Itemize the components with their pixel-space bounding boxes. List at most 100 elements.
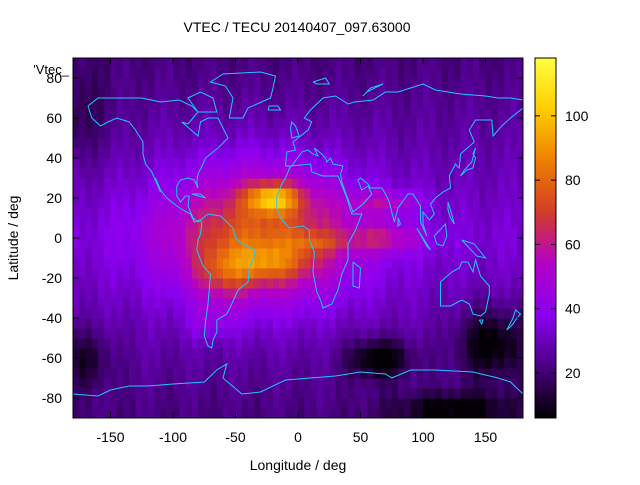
heatmap-cell <box>266 408 274 419</box>
heatmap-cell <box>379 208 386 219</box>
heatmap-cell <box>116 328 124 339</box>
heatmap-cell <box>485 328 493 339</box>
heatmap-cell <box>248 168 255 179</box>
heatmap-cell <box>210 138 218 149</box>
heatmap-cell <box>98 198 105 209</box>
heatmap-cell <box>260 58 268 69</box>
heatmap-cell <box>435 78 443 89</box>
heatmap-cell <box>498 268 505 279</box>
heatmap-cell <box>98 88 105 99</box>
heatmap-cell <box>148 128 155 139</box>
heatmap-cell <box>254 218 261 229</box>
heatmap-cell <box>198 158 205 169</box>
heatmap-cell <box>516 338 524 349</box>
heatmap-cell <box>260 218 268 229</box>
heatmap-cell <box>441 348 449 359</box>
heatmap-cell <box>154 368 161 379</box>
heatmap-cell <box>310 68 318 79</box>
heatmap-cell <box>335 108 343 119</box>
heatmap-cell <box>248 368 255 379</box>
heatmap-cell <box>298 298 305 309</box>
heatmap-cell <box>141 78 149 89</box>
coastline-greenland <box>209 71 277 119</box>
heatmap-cell <box>260 298 268 309</box>
heatmap-cell <box>160 168 168 179</box>
heatmap-cell <box>185 368 193 379</box>
heatmap-cell <box>491 208 499 219</box>
heatmap-cell <box>135 228 143 239</box>
heatmap-cell <box>129 328 136 339</box>
heatmap-cell <box>304 158 311 169</box>
heatmap-cell <box>85 198 93 209</box>
heatmap-cell <box>510 328 518 339</box>
heatmap-cell <box>323 158 330 169</box>
heatmap-cell <box>198 338 205 349</box>
heatmap-cell <box>216 368 224 379</box>
heatmap-cell <box>341 88 349 99</box>
heatmap-cell <box>154 108 161 119</box>
heatmap-cell <box>410 268 418 279</box>
heatmap-cell <box>460 258 468 269</box>
heatmap-cell <box>310 178 318 189</box>
chart-title: VTEC / TECU 20140407_097.63000 <box>183 19 410 35</box>
heatmap-cell <box>235 268 243 279</box>
heatmap-cell <box>260 78 268 89</box>
heatmap-cell <box>98 338 105 349</box>
heatmap-cell <box>185 298 193 309</box>
heatmap-cell <box>398 178 405 189</box>
heatmap-cell <box>73 168 80 179</box>
heatmap-cell <box>366 98 374 109</box>
heatmap-cell <box>404 198 411 209</box>
heatmap-cell <box>148 288 155 299</box>
heatmap-cell <box>404 118 411 129</box>
heatmap-cell <box>135 318 143 329</box>
heatmap-cell <box>229 348 236 359</box>
heatmap-cell <box>404 148 411 159</box>
heatmap-cell <box>141 238 149 249</box>
heatmap-cell <box>460 268 468 279</box>
heatmap-cell <box>429 198 436 209</box>
heatmap-cell <box>204 238 211 249</box>
heatmap-cell <box>198 358 205 369</box>
heatmap-cell <box>223 318 230 329</box>
heatmap-cell <box>223 308 230 319</box>
heatmap-cell <box>123 368 130 379</box>
heatmap-cell <box>85 358 93 369</box>
heatmap-cell <box>448 138 455 149</box>
heatmap-cell <box>73 258 80 269</box>
heatmap-cell <box>98 368 105 379</box>
heatmap-cell <box>391 288 399 299</box>
heatmap-cell <box>135 388 143 399</box>
heatmap-cell <box>416 268 424 279</box>
heatmap-cell <box>391 218 399 229</box>
heatmap-cell <box>254 278 261 289</box>
heatmap-cell <box>154 188 161 199</box>
heatmap-cell <box>323 238 330 249</box>
heatmap-cell <box>291 78 299 89</box>
coastline-borneo <box>433 222 448 247</box>
heatmap-cell <box>279 358 286 369</box>
heatmap-cell <box>491 118 499 129</box>
heatmap-cell <box>204 68 211 79</box>
heatmap-cell <box>473 268 480 279</box>
heatmap-cell <box>85 158 93 169</box>
heatmap-cell <box>279 278 286 289</box>
heatmap-cell <box>391 318 399 329</box>
heatmap-cell <box>160 198 168 209</box>
heatmap-cell <box>498 118 505 129</box>
heatmap-cell <box>198 78 205 89</box>
heatmap-cell <box>385 138 393 149</box>
heatmap-cell <box>254 88 261 99</box>
heatmap-cell <box>185 198 193 209</box>
heatmap-cell <box>135 258 143 269</box>
heatmap-cell <box>416 408 424 419</box>
heatmap-cell <box>504 338 511 349</box>
heatmap-cell <box>248 88 255 99</box>
heatmap-cell <box>129 138 136 149</box>
heatmap-cell <box>160 358 168 369</box>
heatmap-cell <box>216 128 224 139</box>
heatmap-cell <box>510 248 518 259</box>
heatmap-cell <box>85 168 93 179</box>
heatmap-cell <box>235 378 243 389</box>
heatmap-cell <box>448 148 455 159</box>
